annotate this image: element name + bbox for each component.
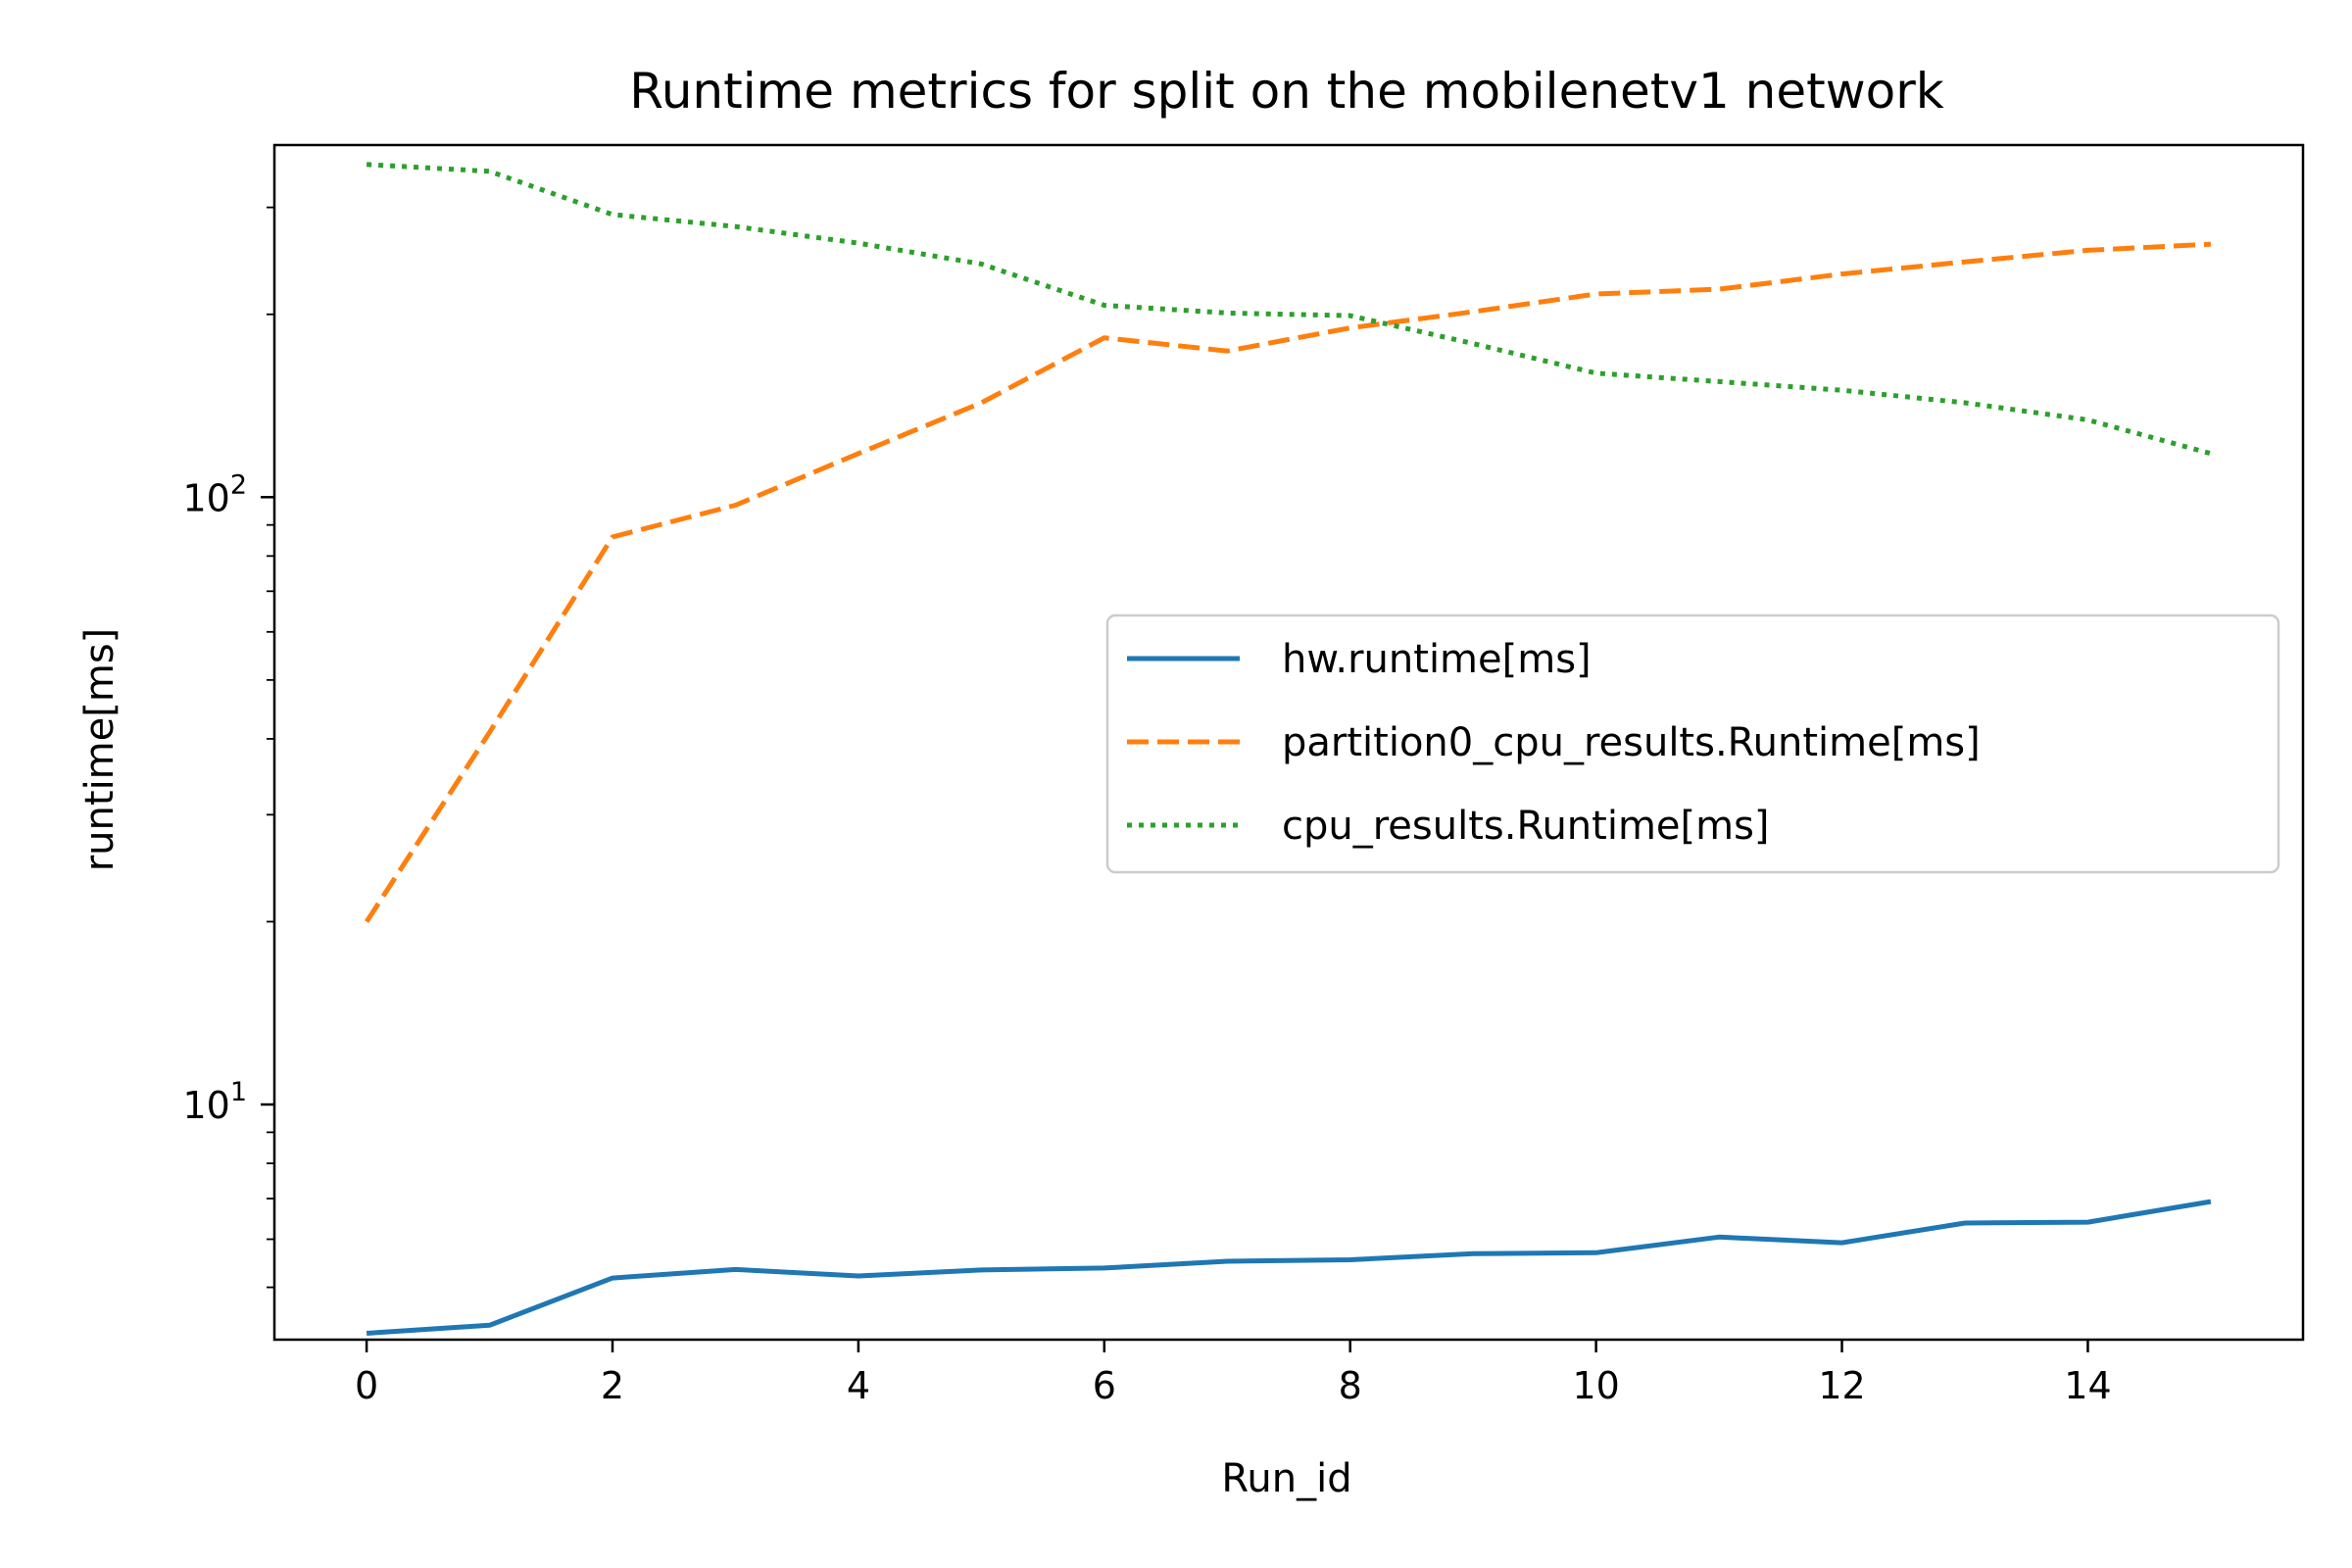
x-tick-label: 10	[1572, 1364, 1619, 1407]
x-tick-label: 6	[1093, 1364, 1116, 1407]
y-tick-label: 102	[182, 469, 247, 519]
x-tick-label: 0	[355, 1364, 378, 1407]
legend-box	[1105, 613, 2280, 874]
y-axis: 101 102	[182, 206, 274, 1289]
x-axis: 0 2 4 6 8 10 12 14	[355, 1340, 2112, 1407]
plot-frame	[272, 143, 2305, 1342]
series-line-2	[365, 241, 2212, 923]
x-tick-label: 12	[1818, 1364, 1865, 1407]
chart-title: Runtime metrics for split on the mobilen…	[629, 63, 1944, 120]
x-tick-label: 2	[601, 1364, 624, 1407]
y-tick-label: 101	[182, 1077, 247, 1127]
series-line-1	[366, 1199, 2212, 1336]
x-tick-label: 4	[847, 1364, 870, 1407]
legend: hw.runtime[ms] partition0_cpu_results.Run…	[1105, 613, 2280, 874]
plot-area	[365, 162, 2212, 1336]
legend-label: hw.runtime[ms]	[1282, 637, 1592, 682]
legend-label: cpu_results.Runtime[ms]	[1282, 804, 1770, 849]
x-tick-label: 8	[1339, 1364, 1362, 1407]
x-tick-label: 14	[2064, 1364, 2111, 1407]
y-axis-label: runtime[ms]	[77, 628, 122, 872]
legend-label: partition0_cpu_results.Runtime[ms]	[1282, 720, 1981, 765]
x-axis-label: Run_id	[1221, 1456, 1351, 1501]
